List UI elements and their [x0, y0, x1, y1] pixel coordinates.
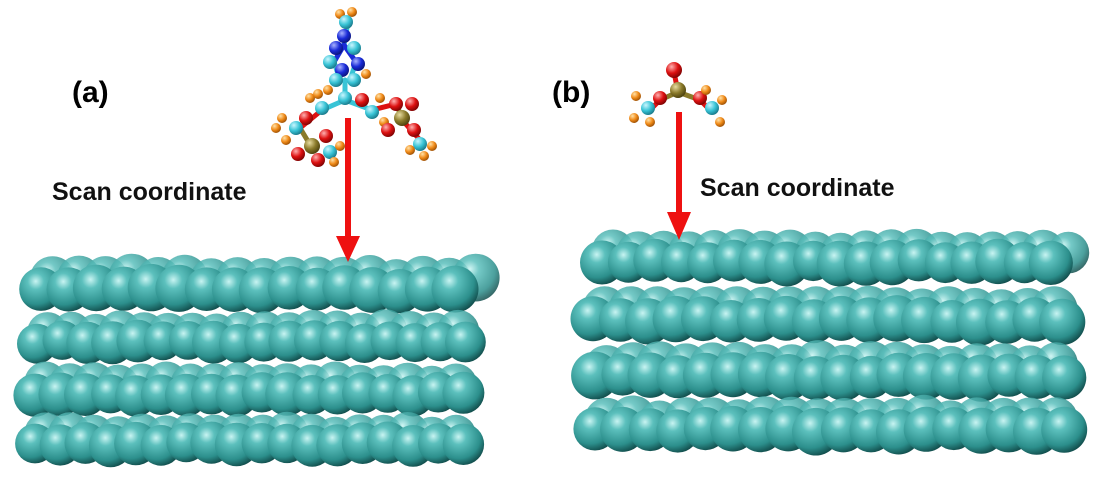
graphene-stack-a — [13, 253, 500, 468]
surface-atom — [442, 423, 485, 465]
molecule-a — [271, 7, 437, 167]
molecule-b — [629, 62, 727, 127]
surface-atom — [1039, 298, 1086, 345]
surface-atom — [1042, 355, 1087, 400]
layer-b-4 — [573, 394, 1088, 456]
surface-atom — [442, 371, 485, 414]
graphene-stack-b — [570, 228, 1090, 456]
layer-b-1 — [580, 228, 1090, 287]
scan-arrow-b — [667, 112, 691, 240]
panel-label-b: (b) — [552, 76, 591, 109]
scan-arrow-a — [336, 118, 360, 262]
layer-a-1 — [19, 253, 500, 314]
scan-label-b: Scan coordinate — [700, 174, 895, 202]
surface-atom — [445, 321, 486, 363]
layer-a-3 — [13, 361, 485, 417]
layer-b-2 — [570, 285, 1086, 346]
layer-a-2 — [17, 309, 486, 365]
scan-label-a: Scan coordinate — [52, 178, 247, 206]
layer-a-4 — [15, 411, 485, 468]
surface-atom — [431, 265, 479, 313]
surface-atom — [1041, 406, 1088, 453]
panel-label-a: (a) — [72, 76, 109, 109]
layer-b-3 — [571, 340, 1087, 402]
surface-atom — [1028, 240, 1073, 285]
